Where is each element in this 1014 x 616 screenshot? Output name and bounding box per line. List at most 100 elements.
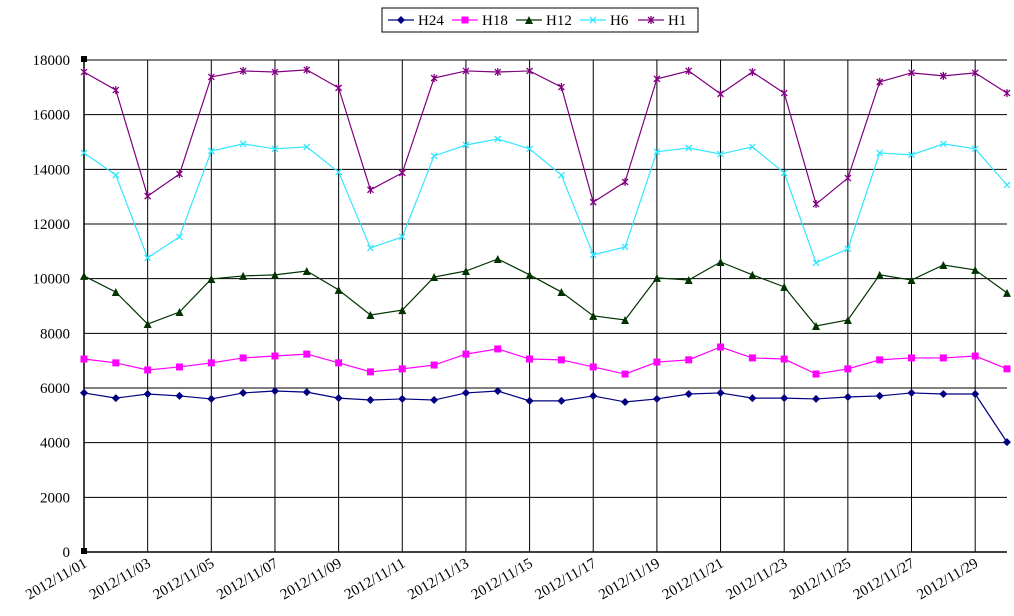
marker — [366, 244, 374, 252]
marker — [461, 16, 469, 24]
marker — [398, 233, 406, 241]
marker — [812, 394, 821, 403]
marker — [207, 359, 215, 367]
marker — [653, 148, 661, 156]
marker — [335, 359, 343, 367]
marker — [302, 267, 311, 276]
marker — [430, 152, 438, 160]
y-tick-label: 16000 — [33, 108, 71, 124]
marker — [112, 171, 120, 179]
marker — [557, 288, 566, 297]
marker — [526, 66, 534, 75]
marker — [971, 352, 979, 360]
marker — [939, 71, 947, 80]
marker — [144, 366, 152, 374]
marker — [621, 397, 630, 406]
marker — [780, 355, 788, 363]
marker — [494, 135, 502, 143]
marker — [111, 288, 120, 297]
marker — [303, 143, 311, 151]
marker — [939, 354, 947, 362]
marker — [589, 311, 598, 320]
marker — [971, 265, 980, 274]
y-tick-label: 8000 — [40, 326, 70, 342]
marker — [303, 350, 311, 358]
marker — [844, 245, 852, 253]
marker — [175, 391, 184, 400]
marker — [875, 270, 884, 279]
marker — [589, 16, 597, 24]
marker — [748, 143, 756, 151]
marker — [589, 198, 597, 207]
marker — [685, 66, 693, 75]
marker — [430, 361, 438, 369]
marker — [271, 68, 279, 77]
y-tick-label: 10000 — [33, 272, 71, 288]
marker — [876, 149, 884, 157]
marker — [717, 343, 725, 351]
legend-label: H12 — [546, 13, 572, 29]
marker — [908, 354, 916, 362]
marker — [684, 390, 693, 399]
legend-label: H18 — [482, 13, 508, 29]
marker — [812, 259, 820, 267]
y-tick-label: 14000 — [33, 162, 71, 178]
marker — [939, 140, 947, 148]
marker — [621, 370, 629, 378]
marker — [971, 390, 980, 399]
marker — [239, 271, 248, 280]
marker — [430, 74, 438, 83]
marker — [143, 320, 152, 329]
marker — [207, 394, 216, 403]
marker — [461, 267, 470, 276]
marker — [557, 171, 565, 179]
legend-label: H24 — [418, 13, 444, 29]
marker — [907, 276, 916, 285]
marker — [844, 174, 852, 183]
marker — [398, 394, 407, 403]
marker — [462, 66, 470, 75]
marker — [557, 396, 566, 405]
series-line — [83, 138, 1008, 264]
marker — [366, 185, 374, 194]
marker — [303, 65, 311, 74]
marker — [175, 308, 184, 317]
legend-label: H6 — [610, 13, 629, 29]
legend-label: H1 — [668, 13, 686, 29]
marker — [462, 350, 470, 358]
marker — [207, 274, 216, 283]
marker — [1003, 365, 1011, 373]
marker — [366, 311, 375, 320]
series-line — [83, 258, 1008, 327]
marker — [270, 270, 279, 279]
marker — [80, 68, 88, 77]
marker — [366, 368, 374, 376]
marker — [80, 388, 88, 397]
series-line — [83, 346, 1008, 375]
marker — [207, 72, 215, 81]
marker — [876, 77, 884, 86]
marker — [843, 315, 852, 324]
marker — [525, 16, 533, 24]
marker — [176, 169, 183, 178]
y-tick-label: 4000 — [40, 436, 70, 452]
marker — [144, 254, 152, 262]
marker — [335, 83, 343, 92]
y-tick-label: 6000 — [40, 381, 70, 397]
marker — [684, 276, 693, 285]
marker — [748, 68, 756, 77]
marker — [493, 254, 502, 263]
marker — [939, 261, 948, 269]
marker — [430, 273, 439, 282]
marker — [494, 345, 502, 353]
marker — [334, 394, 343, 403]
marker — [525, 270, 534, 279]
marker — [175, 363, 183, 371]
y-tick-label: 0 — [63, 545, 71, 561]
marker — [589, 391, 598, 400]
marker — [366, 396, 375, 405]
marker — [748, 270, 757, 279]
marker — [971, 68, 979, 77]
marker — [1003, 288, 1011, 297]
